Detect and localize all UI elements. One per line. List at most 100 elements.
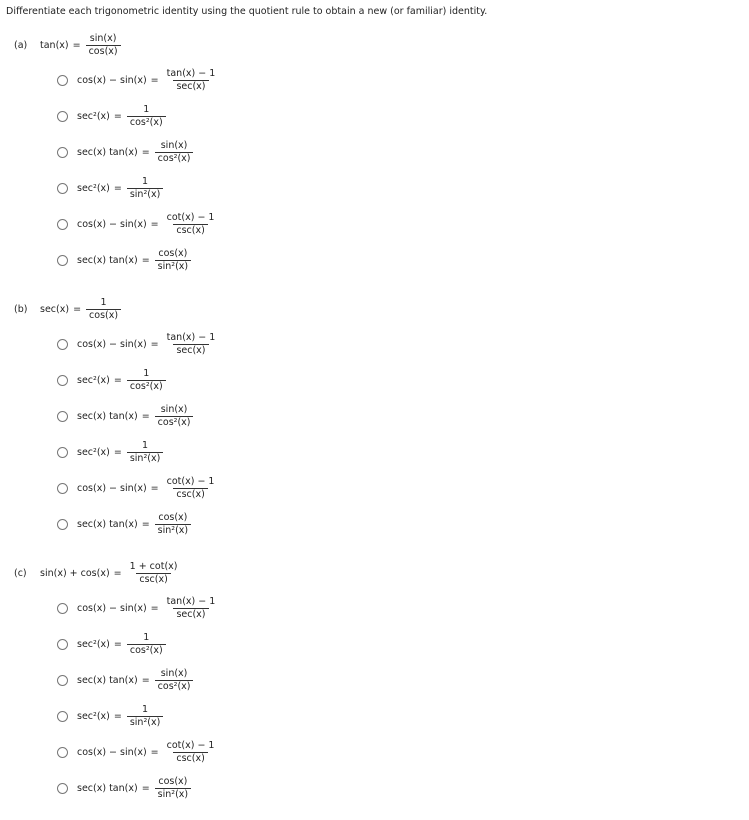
equals-sign: = bbox=[141, 410, 150, 422]
radio-button[interactable] bbox=[57, 254, 68, 266]
answer-option[interactable]: cos(x) − sin(x) = tan(x) − 1 sec(x) bbox=[57, 326, 749, 362]
option-fraction: cos(x) sin²(x) bbox=[154, 775, 192, 801]
option-fraction: sin(x) cos²(x) bbox=[154, 140, 194, 165]
radio-button[interactable] bbox=[57, 518, 68, 530]
radio-button[interactable] bbox=[57, 146, 68, 158]
numerator: 1 + cot(x) bbox=[129, 560, 178, 572]
option-lhs: sec²(x) bbox=[77, 446, 110, 458]
option-fraction: sin(x) cos²(x) bbox=[154, 667, 194, 693]
radio-button[interactable] bbox=[57, 638, 68, 650]
answer-option[interactable]: sec²(x) = 1 sin²(x) bbox=[57, 698, 749, 734]
denominator: sin²(x) bbox=[154, 787, 192, 801]
radio-button[interactable] bbox=[57, 182, 68, 194]
part-label: (b) bbox=[14, 303, 28, 315]
answer-option[interactable]: cos(x) − sin(x) = tan(x) − 1 sec(x) bbox=[57, 590, 749, 626]
answer-option[interactable]: sec²(x) = 1 sin²(x) bbox=[57, 434, 749, 470]
option-lhs: sec²(x) bbox=[77, 710, 110, 722]
instructions: Differentiate each trigonometric identit… bbox=[6, 6, 488, 17]
identity-lhs: sin(x) + cos(x) bbox=[40, 567, 110, 579]
equals-sign: = bbox=[141, 146, 150, 158]
numerator: cos(x) bbox=[158, 247, 188, 259]
answer-option[interactable]: sec(x) tan(x) = sin(x) cos²(x) bbox=[57, 662, 749, 698]
radio-button[interactable] bbox=[57, 482, 68, 494]
option-lhs: cos(x) − sin(x) bbox=[77, 602, 147, 614]
numerator: tan(x) − 1 bbox=[166, 67, 216, 79]
equals-sign: = bbox=[73, 303, 82, 315]
option-lhs: sec(x) tan(x) bbox=[77, 782, 138, 794]
option-lhs: cos(x) − sin(x) bbox=[77, 746, 147, 758]
answer-option[interactable]: sec(x) tan(x) = sin(x) cos²(x) bbox=[57, 134, 749, 170]
answer-option[interactable]: sec²(x) = 1 cos²(x) bbox=[57, 98, 749, 134]
answer-option[interactable]: sec²(x) = 1 sin²(x) bbox=[57, 170, 749, 206]
answer-option[interactable]: cos(x) − sin(x) = tan(x) − 1 sec(x) bbox=[57, 62, 749, 98]
answer-option[interactable]: sec²(x) = 1 cos²(x) bbox=[57, 362, 749, 398]
numerator: cos(x) bbox=[158, 775, 188, 787]
answer-option[interactable]: sec(x) tan(x) = cos(x) sin²(x) bbox=[57, 506, 749, 542]
numerator: sin(x) bbox=[160, 403, 188, 415]
equals-sign: = bbox=[150, 338, 159, 350]
numerator: 1 bbox=[143, 367, 150, 379]
option-lhs: sec²(x) bbox=[77, 374, 110, 386]
denominator: sec(x) bbox=[173, 607, 209, 621]
radio-button[interactable] bbox=[57, 374, 68, 386]
answer-option[interactable]: sec(x) tan(x) = sin(x) cos²(x) bbox=[57, 398, 749, 434]
radio-button[interactable] bbox=[57, 74, 68, 86]
numerator: sin(x) bbox=[89, 32, 117, 44]
option-fraction: 1 cos²(x) bbox=[126, 632, 166, 657]
numerator: 1 bbox=[143, 103, 150, 115]
equals-sign: = bbox=[150, 746, 159, 758]
equals-sign: = bbox=[141, 782, 150, 794]
identity-fraction: 1 cos(x) bbox=[86, 296, 122, 322]
denominator: sin²(x) bbox=[126, 715, 164, 729]
equals-sign: = bbox=[113, 567, 122, 579]
option-lhs: sec(x) tan(x) bbox=[77, 518, 138, 530]
identity-fraction: 1 + cot(x) csc(x) bbox=[127, 561, 181, 586]
identity-lhs: sec(x) bbox=[40, 303, 70, 315]
equals-sign: = bbox=[150, 74, 159, 86]
answer-option[interactable]: sec(x) tan(x) = cos(x) sin²(x) bbox=[57, 770, 749, 806]
option-fraction: tan(x) − 1 sec(x) bbox=[164, 332, 219, 357]
radio-button[interactable] bbox=[57, 218, 68, 230]
part-c: (c) sin(x) + cos(x) = 1 + cot(x) csc(x) … bbox=[6, 556, 749, 806]
answer-option[interactable]: sec(x) tan(x) = cos(x) sin²(x) bbox=[57, 242, 749, 278]
radio-button[interactable] bbox=[57, 410, 68, 422]
radio-button[interactable] bbox=[57, 446, 68, 458]
radio-button[interactable] bbox=[57, 602, 68, 614]
denominator: cos(x) bbox=[85, 44, 121, 58]
radio-button[interactable] bbox=[57, 338, 68, 350]
radio-button[interactable] bbox=[57, 110, 68, 122]
numerator: cot(x) − 1 bbox=[166, 211, 215, 223]
option-fraction: tan(x) − 1 sec(x) bbox=[164, 596, 219, 621]
option-lhs: cos(x) − sin(x) bbox=[77, 338, 147, 350]
radio-button[interactable] bbox=[57, 674, 68, 686]
denominator: cos²(x) bbox=[126, 379, 166, 393]
answer-option[interactable]: cos(x) − sin(x) = cot(x) − 1 csc(x) bbox=[57, 206, 749, 242]
numerator: 1 bbox=[100, 296, 107, 308]
option-lhs: sec²(x) bbox=[77, 110, 110, 122]
answer-option[interactable]: cos(x) − sin(x) = cot(x) − 1 csc(x) bbox=[57, 734, 749, 770]
numerator: 1 bbox=[142, 703, 149, 715]
option-fraction: cot(x) − 1 csc(x) bbox=[164, 212, 218, 237]
answer-option[interactable]: cos(x) − sin(x) = cot(x) − 1 csc(x) bbox=[57, 470, 749, 506]
option-fraction: tan(x) − 1 sec(x) bbox=[164, 68, 219, 93]
option-lhs: cos(x) − sin(x) bbox=[77, 482, 147, 494]
denominator: cos(x) bbox=[86, 308, 122, 322]
denominator: csc(x) bbox=[136, 572, 171, 586]
numerator: sin(x) bbox=[160, 667, 188, 679]
equals-sign: = bbox=[150, 602, 159, 614]
radio-button[interactable] bbox=[57, 746, 68, 758]
option-lhs: sec(x) tan(x) bbox=[77, 410, 138, 422]
numerator: cos(x) bbox=[158, 511, 188, 523]
answer-option[interactable]: sec²(x) = 1 cos²(x) bbox=[57, 626, 749, 662]
numerator: cot(x) − 1 bbox=[166, 739, 215, 751]
option-lhs: sec(x) tan(x) bbox=[77, 146, 138, 158]
equals-sign: = bbox=[150, 482, 159, 494]
equals-sign: = bbox=[72, 39, 81, 51]
denominator: csc(x) bbox=[173, 487, 208, 501]
denominator: sin²(x) bbox=[154, 523, 192, 537]
option-lhs: cos(x) − sin(x) bbox=[77, 218, 147, 230]
equals-sign: = bbox=[113, 110, 122, 122]
radio-button[interactable] bbox=[57, 710, 68, 722]
numerator: 1 bbox=[142, 439, 149, 451]
radio-button[interactable] bbox=[57, 782, 68, 794]
